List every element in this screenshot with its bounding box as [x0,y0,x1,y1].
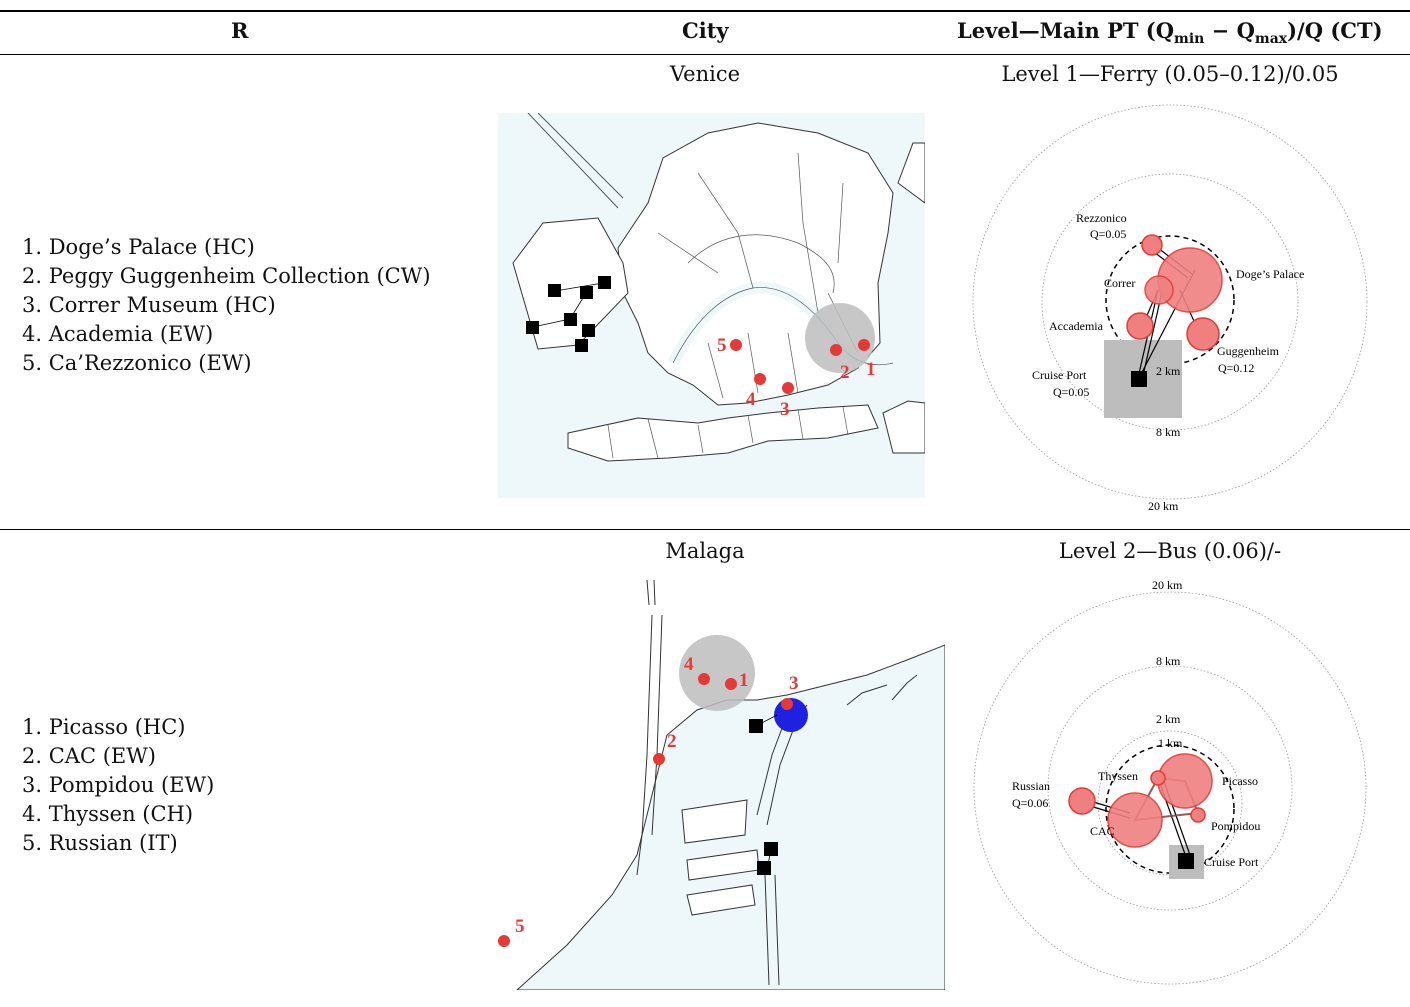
list-item: 2. CAC (EW) [22,744,156,768]
venice-attraction-5 [730,339,742,351]
malaga-node-port [1178,853,1194,869]
malaga-map-label-1: 1 [739,670,749,691]
venice-attraction-1 [858,339,870,351]
svg-text:Cruise Port: Cruise Port [1204,855,1259,869]
list-item: 3. Correr Museum (HC) [22,293,276,317]
venice-map-label-2: 2 [840,362,850,383]
table-top-rule [0,10,1410,12]
list-item: 2. Peggy Guggenheim Collection (CW) [22,264,431,288]
svg-text:Q=0.06: Q=0.06 [1012,796,1048,810]
row-separator [0,529,1410,530]
attraction-list-venice: 1. Doge’s Palace (HC) 2. Peggy Guggenhei… [22,233,431,378]
svg-text:Correr: Correr [1104,276,1135,290]
malaga-attraction-2 [653,753,665,765]
level-caption-venice: Level 1—Ferry (0.05–0.12)/0.05 [1001,62,1339,86]
malaga-map-label-4: 4 [684,654,694,675]
venice-diagram: Rezzonico Q=0.05 Doge’s Palace Correr Ac… [970,90,1370,520]
venice-map-label-5: 5 [717,335,727,356]
column-header-level: Level—Main PT (Qmin − Qmax)/Q (CT) [957,18,1383,48]
malaga-node-thyssen [1150,770,1166,786]
list-item: 4. Academia (EW) [22,322,214,346]
svg-text:Cruise Port: Cruise Port [1032,368,1087,382]
svg-text:CAC: CAC [1090,824,1115,838]
svg-text:Rezzonico: Rezzonico [1076,211,1127,225]
header-rule [0,54,1410,55]
list-item: 4. Thyssen (CH) [22,802,194,826]
venice-attraction-2 [830,344,842,356]
svg-text:8 km: 8 km [1156,654,1181,668]
svg-text:Pompidou: Pompidou [1211,819,1260,833]
svg-text:Thyssen: Thyssen [1098,769,1138,783]
malaga-attraction-3 [781,698,793,710]
svg-text:Doge’s Palace: Doge’s Palace [1236,267,1304,281]
city-caption-venice: Venice [669,62,741,86]
malaga-node-cac [1107,792,1163,848]
list-item: 3. Pompidou (EW) [22,773,215,797]
svg-text:20 km: 20 km [1148,499,1179,513]
malaga-diagram: 20 km 8 km 2 km 1 km Thyssen Picasso Rus… [970,573,1370,998]
malaga-attraction-1 [725,678,737,690]
svg-text:2 km: 2 km [1156,364,1181,378]
malaga-map-label-5: 5 [515,916,525,937]
list-item: 5. Ca’Rezzonico (EW) [22,351,252,375]
venice-map-label-1: 1 [866,359,876,380]
venice-node-accademia [1126,312,1154,340]
venice-map-label-3: 3 [780,399,790,420]
svg-text:Russian: Russian [1012,779,1050,793]
list-item: 1. Picasso (HC) [22,715,186,739]
venice-node-rezzonico [1141,234,1163,256]
city-caption-malaga: Malaga [665,539,745,563]
list-item: 1. Doge’s Palace (HC) [22,235,255,259]
column-header-r: R [231,18,249,43]
list-item: 5. Russian (IT) [22,831,178,855]
venice-node-guggenheim [1186,317,1220,351]
malaga-map-label-2: 2 [667,731,677,752]
column-header-city: City [682,18,729,43]
malaga-node-picasso [1157,753,1213,809]
venice-node-port [1131,371,1147,387]
venice-attraction-3 [782,382,794,394]
venice-map-label-4: 4 [746,389,756,410]
svg-text:2 km: 2 km [1156,712,1181,726]
venice-node-correr [1144,275,1174,305]
venice-map: 1 2 3 4 5 [498,113,925,498]
svg-text:Q=0.12: Q=0.12 [1218,361,1254,375]
svg-text:Accademia: Accademia [1049,319,1104,333]
malaga-node-russian [1068,787,1096,815]
malaga-map: 1 2 3 4 5 [497,575,945,990]
svg-text:Q=0.05: Q=0.05 [1053,385,1089,399]
level-caption-malaga: Level 2—Bus (0.06)/- [1058,539,1282,563]
venice-attraction-4 [754,373,766,385]
malaga-attraction-5 [498,935,510,947]
svg-text:20 km: 20 km [1152,578,1183,592]
malaga-node-pompidou [1190,807,1206,823]
malaga-map-label-3: 3 [789,673,799,694]
attraction-list-malaga: 1. Picasso (HC) 2. CAC (EW) 3. Pompidou … [22,713,214,858]
svg-text:1 km: 1 km [1158,736,1183,750]
svg-text:Q=0.05: Q=0.05 [1090,227,1126,241]
malaga-attraction-4 [698,673,710,685]
svg-text:Guggenheim: Guggenheim [1217,344,1280,358]
svg-text:Picasso: Picasso [1222,774,1258,788]
svg-text:8 km: 8 km [1156,425,1181,439]
